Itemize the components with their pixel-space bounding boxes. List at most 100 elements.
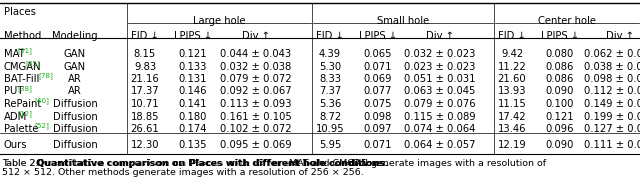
Text: 0.051 ± 0.031: 0.051 ± 0.031 (404, 74, 476, 84)
Text: [31]: [31] (17, 47, 32, 54)
Text: 21.16: 21.16 (131, 74, 159, 84)
Text: LPIPS ↓: LPIPS ↓ (174, 31, 212, 41)
Text: 0.149 ± 0.076: 0.149 ± 0.076 (584, 99, 640, 109)
Text: 0.032 ± 0.038: 0.032 ± 0.038 (220, 62, 292, 71)
Text: Diffusion: Diffusion (52, 111, 97, 121)
Text: Ours: Ours (4, 140, 28, 150)
Text: 512 × 512. Other methods generate images with a resolution of 256 × 256.: 512 × 512. Other methods generate images… (2, 168, 364, 177)
Text: RePaint: RePaint (4, 99, 41, 109)
Text: 0.086: 0.086 (546, 74, 574, 84)
Text: Quantitative comparison on Places with different hole conditions.: Quantitative comparison on Places with d… (36, 159, 388, 168)
Text: CMGAN: CMGAN (4, 62, 42, 71)
Text: 0.092 ± 0.067: 0.092 ± 0.067 (220, 86, 292, 97)
Text: LPIPS ↓: LPIPS ↓ (359, 31, 397, 41)
Text: 5.36: 5.36 (319, 99, 341, 109)
Text: 0.090: 0.090 (546, 140, 574, 150)
Text: 7.37: 7.37 (319, 86, 341, 97)
Text: [85]: [85] (26, 60, 40, 67)
Text: 5.95: 5.95 (319, 140, 341, 150)
Text: 0.069: 0.069 (364, 74, 392, 84)
Text: LPIPS ↓: LPIPS ↓ (541, 31, 579, 41)
Text: 10.95: 10.95 (316, 124, 344, 134)
Text: 0.075: 0.075 (364, 99, 392, 109)
Text: FID ↓: FID ↓ (131, 31, 159, 41)
Text: 18.85: 18.85 (131, 111, 159, 121)
Text: Div ↑: Div ↑ (606, 31, 634, 41)
Text: 0.065: 0.065 (364, 49, 392, 59)
Text: 0.063 ± 0.045: 0.063 ± 0.045 (404, 86, 476, 97)
Text: Div ↑: Div ↑ (426, 31, 454, 41)
Text: 0.115 ± 0.089: 0.115 ± 0.089 (404, 111, 476, 121)
Text: 8.72: 8.72 (319, 111, 341, 121)
Text: FID ↓: FID ↓ (498, 31, 526, 41)
Text: 21.60: 21.60 (498, 74, 526, 84)
Text: 0.095 ± 0.069: 0.095 ± 0.069 (220, 140, 292, 150)
Text: 0.131: 0.131 (179, 74, 207, 84)
Text: 0.174: 0.174 (179, 124, 207, 134)
Text: Div ↑: Div ↑ (242, 31, 270, 41)
Text: 0.090: 0.090 (546, 86, 574, 97)
Text: Diffusion: Diffusion (52, 99, 97, 109)
Text: 0.199 ± 0.077: 0.199 ± 0.077 (584, 111, 640, 121)
Text: 9.83: 9.83 (134, 62, 156, 71)
Text: 0.098 ± 0.052: 0.098 ± 0.052 (584, 74, 640, 84)
Text: 0.071: 0.071 (364, 62, 392, 71)
Text: 8.15: 8.15 (134, 49, 156, 59)
Text: Small hole: Small hole (377, 16, 429, 26)
Text: 17.42: 17.42 (498, 111, 526, 121)
Text: GAN: GAN (64, 49, 86, 59)
Text: FID ↓: FID ↓ (316, 31, 344, 41)
Text: 11.22: 11.22 (498, 62, 526, 71)
Text: 0.080: 0.080 (546, 49, 574, 59)
Text: PUT: PUT (4, 86, 24, 97)
Text: Table 2.: Table 2. (2, 159, 42, 168)
Text: 12.30: 12.30 (131, 140, 159, 150)
Text: Center hole: Center hole (538, 16, 596, 26)
Text: [40]: [40] (34, 97, 49, 104)
Text: 0.032 ± 0.023: 0.032 ± 0.023 (404, 49, 476, 59)
Text: 0.141: 0.141 (179, 99, 207, 109)
Text: 0.096: 0.096 (546, 124, 574, 134)
Text: Modeling: Modeling (52, 31, 98, 41)
Text: 10.71: 10.71 (131, 99, 159, 109)
Text: 0.064 ± 0.057: 0.064 ± 0.057 (404, 140, 476, 150)
Text: 5.30: 5.30 (319, 62, 341, 71)
Text: MAT: MAT (4, 49, 25, 59)
Text: GAN: GAN (64, 62, 86, 71)
Text: 0.062 ± 0.037: 0.062 ± 0.037 (584, 49, 640, 59)
Text: Quantitative comparison on Places with different hole conditions.: Quantitative comparison on Places with d… (37, 159, 389, 168)
Text: [38]: [38] (17, 85, 32, 92)
Text: 9.42: 9.42 (501, 49, 523, 59)
Text: 0.102 ± 0.072: 0.102 ± 0.072 (220, 124, 292, 134)
Text: 0.135: 0.135 (179, 140, 207, 150)
Text: 26.61: 26.61 (131, 124, 159, 134)
Text: 0.074 ± 0.064: 0.074 ± 0.064 (404, 124, 476, 134)
Text: MAT and CMGAN generate images with a resolution of: MAT and CMGAN generate images with a res… (286, 159, 546, 168)
Text: 0.023 ± 0.023: 0.023 ± 0.023 (404, 62, 476, 71)
Text: [78]: [78] (38, 73, 53, 79)
Text: 0.071: 0.071 (364, 140, 392, 150)
Text: Table 2. ​Quantitative comparison on Places with different hole conditions. MAT : Table 2. ​Quantitative comparison on Pla… (2, 159, 612, 168)
Text: Diffusion: Diffusion (52, 124, 97, 134)
Text: 0.121: 0.121 (546, 111, 574, 121)
Text: 12.19: 12.19 (498, 140, 526, 150)
Text: 11.15: 11.15 (498, 99, 526, 109)
Text: 0.079 ± 0.076: 0.079 ± 0.076 (404, 99, 476, 109)
Text: 0.127 ± 0.064: 0.127 ± 0.064 (584, 124, 640, 134)
Text: 0.146: 0.146 (179, 86, 207, 97)
Text: Large hole: Large hole (193, 16, 246, 26)
Text: 4.39: 4.39 (319, 49, 341, 59)
Text: 0.133: 0.133 (179, 62, 207, 71)
Text: Palette: Palette (4, 124, 38, 134)
Text: 0.077: 0.077 (364, 86, 392, 97)
Text: AR: AR (68, 86, 82, 97)
Text: 0.098: 0.098 (364, 111, 392, 121)
Text: 0.086: 0.086 (546, 62, 574, 71)
Text: 8.33: 8.33 (319, 74, 341, 84)
Text: 0.121: 0.121 (179, 49, 207, 59)
Text: 0.113 ± 0.093: 0.113 ± 0.093 (220, 99, 292, 109)
Text: 0.079 ± 0.072: 0.079 ± 0.072 (220, 74, 292, 84)
Text: Method: Method (4, 31, 42, 41)
Text: AR: AR (68, 74, 82, 84)
Text: 0.161 ± 0.105: 0.161 ± 0.105 (220, 111, 292, 121)
